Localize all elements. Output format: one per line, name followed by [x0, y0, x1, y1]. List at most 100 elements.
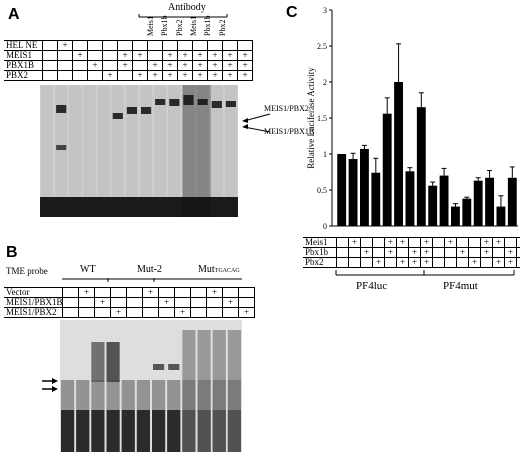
panel-a-cell: +: [147, 70, 163, 81]
y-tick-label: 0.5: [317, 186, 327, 195]
panel-b-cell: [78, 307, 95, 318]
group-label-mut-tgacag: MutTGACAG: [198, 264, 240, 275]
panel-c-cell: [468, 237, 481, 248]
panel-b-cell: +: [110, 307, 127, 318]
panel-a-cell: [72, 60, 88, 71]
gel-band: [121, 410, 135, 452]
panel-b-cell: +: [94, 297, 111, 308]
panel-a-cell: +: [192, 50, 208, 61]
gel-band: [55, 85, 68, 217]
panel-c-cell: +: [516, 247, 520, 258]
bar: [394, 82, 403, 226]
panel-c-cell: [336, 247, 349, 258]
panel-a-condition-table: HEL NE + MEIS1 + + + + + + + + + PBX1B + + + + + + + + + PBX2 +…: [4, 40, 253, 81]
panel-a-cell: +: [222, 50, 238, 61]
gel-band: [227, 330, 241, 452]
y-tick-label: 1: [323, 150, 327, 159]
panel-a-cell: +: [162, 50, 178, 61]
panel-a-cell: +: [177, 70, 193, 81]
panel-c-cell: +: [396, 257, 409, 268]
gel-band: [225, 101, 236, 107]
panel-b-row-label: MEIS1/PBX1B: [4, 297, 63, 308]
gel-band: [56, 145, 67, 150]
panel-c-cell: [336, 257, 349, 268]
gel-band: [169, 99, 180, 106]
panel-c-cell: [336, 237, 349, 248]
panel-b-cell: [110, 287, 127, 298]
panel-a-cell: +: [237, 60, 253, 71]
panel-a-gel-image: [40, 85, 238, 217]
panel-a-cell: [237, 40, 253, 51]
gel-band: [224, 85, 237, 217]
panel-a-cell: [102, 40, 118, 51]
bar: [428, 185, 438, 226]
panel-c-row-label: Pbx1b: [303, 247, 337, 258]
panel-c-cell: +: [384, 247, 397, 258]
panel-c-row: Meis1++++++++: [303, 237, 520, 248]
panel-b-cell: [206, 297, 223, 308]
panel-c-cell: +: [420, 247, 433, 258]
panel-a-cell: [42, 40, 58, 51]
panel-a-cell: +: [162, 60, 178, 71]
gel-band: [41, 85, 54, 217]
y-tick-label: 1.5: [317, 114, 327, 123]
panel-a-cell: +: [132, 70, 148, 81]
panel-b-row-label: Vector: [4, 287, 63, 298]
y-tick-label: 2: [323, 78, 327, 87]
panel-c-cell: +: [420, 237, 433, 248]
panel-c-row-label: Meis1: [303, 237, 337, 248]
gel-band: [61, 410, 75, 452]
panel-a-arrows: [242, 113, 271, 133]
panel-b-cell: [174, 287, 191, 298]
panel-c-row: Pbx1b++++++++: [303, 247, 520, 258]
panel-a-cell: +: [192, 70, 208, 81]
panel-a-row-label: MEIS1: [4, 50, 43, 61]
panel-a-cell: +: [87, 60, 103, 71]
panel-a-cell: [162, 40, 178, 51]
panel-c-cell: +: [420, 257, 433, 268]
gel-band: [40, 197, 238, 217]
panel-b-cell: [94, 287, 111, 298]
panel-a-cell: [102, 60, 118, 71]
panel-a-row-label: PBX1B: [4, 60, 43, 71]
panel-b-cell: [190, 287, 207, 298]
panel-a-cell: [42, 60, 58, 71]
panel-a-cell: +: [102, 70, 118, 81]
panel-a-cell: +: [237, 70, 253, 81]
panel-b-row: MEIS1/PBX2 + + +: [4, 307, 255, 318]
panel-c-row-label: Pbx2: [303, 257, 337, 268]
panel-a-cell: [42, 70, 58, 81]
gel-band: [91, 342, 105, 382]
bar: [337, 154, 347, 226]
panel-a-cell: +: [117, 50, 133, 61]
gel-band: [126, 107, 137, 114]
bar: [382, 113, 392, 226]
panel-c-cell: +: [444, 237, 457, 248]
panel-b-cell: [142, 307, 159, 318]
panel-a-cell: [72, 40, 88, 51]
panel-c-cell: +: [516, 257, 520, 268]
bar: [485, 177, 494, 226]
panel-b-cell: [158, 307, 175, 318]
group-label-wt: WT: [80, 264, 96, 275]
probe-label: TME probe: [6, 266, 48, 276]
panel-c-cell: [360, 237, 373, 248]
panel-a-row: MEIS1 + + + + + + + + +: [4, 50, 253, 61]
panel-c-cell: +: [504, 247, 517, 258]
panel-b-cell: [222, 287, 239, 298]
panel-c-cell: +: [396, 237, 409, 248]
panel-c-cell: [372, 247, 385, 258]
panel-c-cell: [432, 257, 445, 268]
gel-band: [141, 107, 152, 114]
gel-band: [106, 342, 120, 382]
antibody-label: Pbx1b: [160, 15, 170, 36]
gel-band: [60, 320, 242, 452]
panel-b-cell: [238, 297, 255, 308]
gel-band: [168, 85, 181, 217]
panel-a-cell: [87, 50, 103, 61]
panel-c-cell: [468, 247, 481, 258]
panel-c-cell: [348, 257, 361, 268]
panel-c-cell: [348, 247, 361, 258]
panel-c-cell: +: [408, 247, 421, 258]
panel-a-cell: [117, 40, 133, 51]
